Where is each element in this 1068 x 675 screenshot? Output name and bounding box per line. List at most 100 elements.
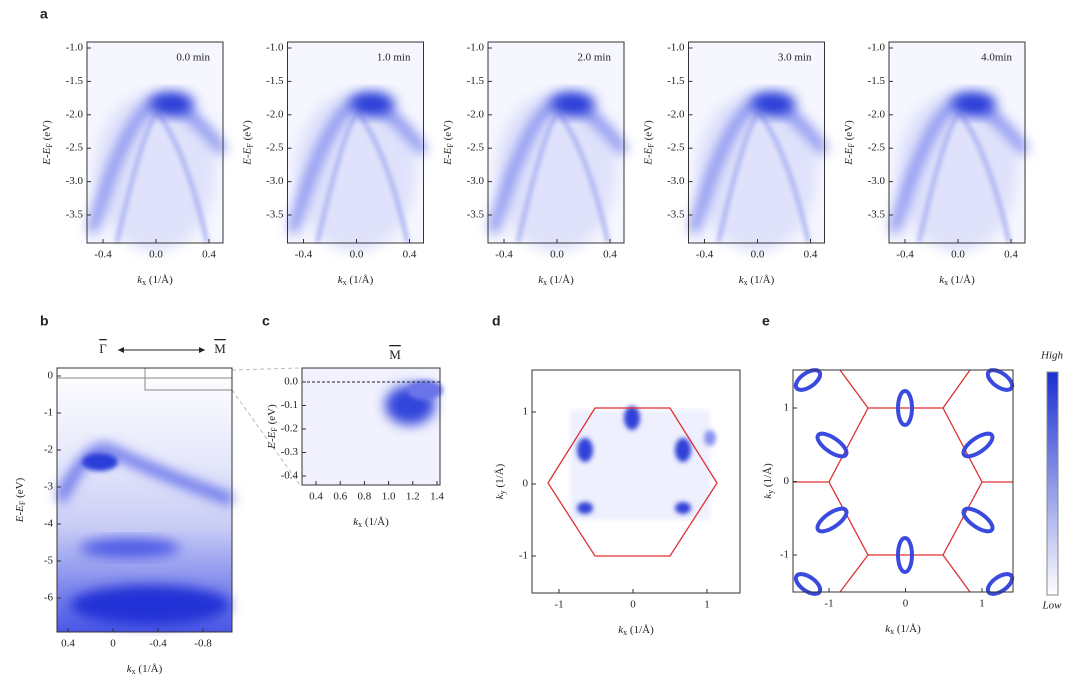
gamma-point: Γ bbox=[99, 341, 107, 356]
x-tick-label: 0 bbox=[903, 598, 909, 610]
label-main: E-E bbox=[241, 147, 253, 165]
y-axis-label: E-EF (eV) bbox=[14, 477, 27, 523]
x-tick-label: 1 bbox=[979, 598, 985, 610]
label-sub: F bbox=[847, 143, 856, 148]
x-tick-label: 0.8 bbox=[358, 491, 372, 503]
label-sub: x bbox=[623, 628, 627, 637]
y-axis-label: E-EF (eV) bbox=[442, 120, 455, 166]
label-main: k bbox=[494, 493, 506, 499]
y-tick-label: 0 bbox=[784, 475, 790, 487]
label-main: E-E bbox=[843, 147, 855, 165]
y-tick-label: 1 bbox=[784, 402, 790, 414]
label-sub: y bbox=[498, 490, 507, 494]
x-tick-label: -0.4 bbox=[94, 249, 112, 261]
y-tick-label: -2.0 bbox=[868, 108, 886, 120]
time-label: 0.0 min bbox=[176, 52, 210, 64]
y-tick-label: -0.3 bbox=[281, 446, 299, 458]
y-tick-label: -2.5 bbox=[467, 142, 485, 154]
y-tick-label: -3.5 bbox=[467, 209, 485, 221]
band bbox=[82, 453, 118, 471]
label-sub: x bbox=[744, 278, 748, 287]
colorbar bbox=[1046, 371, 1059, 596]
band bbox=[55, 443, 234, 505]
label-main: E-E bbox=[642, 147, 654, 165]
x-tick-label: 0 bbox=[110, 638, 116, 650]
plot-frame bbox=[487, 41, 625, 244]
x-tick-label: -1 bbox=[824, 598, 833, 610]
y-axis-label: ky (1/Å) bbox=[762, 463, 775, 499]
y-tick-label: 0.0 bbox=[284, 376, 298, 388]
y-tick-label: -1.0 bbox=[66, 42, 84, 54]
y-tick-label: -3 bbox=[44, 481, 54, 493]
x-tick-label: 0.4 bbox=[61, 638, 75, 650]
pockets bbox=[577, 406, 716, 514]
x-tick-label: -0.4 bbox=[696, 249, 714, 261]
x-tick-label: 1.2 bbox=[406, 491, 420, 503]
x-tick-label: 1 bbox=[704, 599, 710, 611]
plot-frame bbox=[287, 41, 424, 244]
y-tick-label: -1.0 bbox=[467, 42, 485, 54]
plot-frame bbox=[531, 369, 741, 594]
label-main: k bbox=[739, 274, 745, 286]
label-sub: x bbox=[543, 278, 547, 287]
x-tick-label: -0.4 bbox=[295, 249, 313, 261]
panel-label: d bbox=[492, 313, 501, 329]
y-tick-label: -2.5 bbox=[66, 142, 84, 154]
y-tick-label: -3.0 bbox=[667, 175, 685, 187]
y-tick-label: -3.5 bbox=[868, 209, 886, 221]
label-unit: (eV) bbox=[266, 404, 278, 427]
m-point: M bbox=[214, 341, 226, 356]
decor bbox=[55, 347, 1059, 632]
label-sub: x bbox=[132, 667, 136, 675]
label-main: k bbox=[538, 274, 544, 286]
y-axis-label: E-EF (eV) bbox=[266, 404, 279, 450]
label-main: E-E bbox=[14, 505, 26, 523]
label-unit: (eV) bbox=[843, 120, 855, 143]
label-main: k bbox=[939, 274, 945, 286]
label-unit: (1/Å) bbox=[748, 274, 775, 286]
label-unit: (eV) bbox=[41, 120, 53, 143]
y-tick-label: -1.5 bbox=[266, 75, 284, 87]
label-unit: (eV) bbox=[241, 120, 253, 143]
label-sub: F bbox=[18, 500, 27, 505]
y-tick-label: -3.0 bbox=[868, 175, 886, 187]
label-unit: (1/Å) bbox=[894, 623, 921, 635]
label-unit: (eV) bbox=[642, 120, 654, 143]
x-tick-label: 1.4 bbox=[430, 491, 444, 503]
y-tick-label: 0 bbox=[523, 478, 529, 490]
x-tick-label: -0.8 bbox=[194, 638, 212, 650]
x-axis-label: kx (1/Å) bbox=[618, 624, 654, 637]
panel-label: a bbox=[40, 6, 48, 22]
label-unit: (1/Å) bbox=[136, 663, 163, 675]
y-tick-label: -3.0 bbox=[467, 175, 485, 187]
x-tick-label: -0.4 bbox=[149, 638, 167, 650]
y-tick-label: 1 bbox=[523, 406, 529, 418]
label-main: k bbox=[137, 274, 143, 286]
y-tick-label: -2.0 bbox=[467, 108, 485, 120]
label-sub: F bbox=[45, 143, 54, 148]
y-tick-label: -2.0 bbox=[266, 108, 284, 120]
x-axis-label: kx (1/Å) bbox=[338, 274, 374, 287]
y-tick-label: -2.0 bbox=[667, 108, 685, 120]
y-tick-label: -4 bbox=[44, 518, 54, 530]
y-tick-label: -2.0 bbox=[66, 108, 84, 120]
y-tick-label: -2.5 bbox=[868, 142, 886, 154]
x-tick-label: -1 bbox=[554, 599, 563, 611]
label-sub: y bbox=[766, 490, 775, 494]
y-tick-label: -3.5 bbox=[266, 209, 284, 221]
label-unit: (1/Å) bbox=[627, 624, 654, 636]
y-axis-label: E-EF (eV) bbox=[41, 120, 54, 166]
x-axis-label: kx (1/Å) bbox=[137, 274, 173, 287]
plot-frame bbox=[56, 367, 233, 633]
x-tick-label: -0.4 bbox=[495, 249, 513, 261]
x-tick-label: 0.0 bbox=[751, 249, 765, 261]
y-tick-label: -3.0 bbox=[266, 175, 284, 187]
y-tick-label: -1 bbox=[780, 549, 789, 561]
y-tick-label: -6 bbox=[44, 592, 54, 604]
band bbox=[407, 380, 443, 400]
y-tick-label: 0 bbox=[48, 370, 54, 382]
plot-frame bbox=[888, 41, 1026, 244]
label-main: E-E bbox=[442, 147, 454, 165]
label-unit: (1/Å) bbox=[547, 274, 574, 286]
